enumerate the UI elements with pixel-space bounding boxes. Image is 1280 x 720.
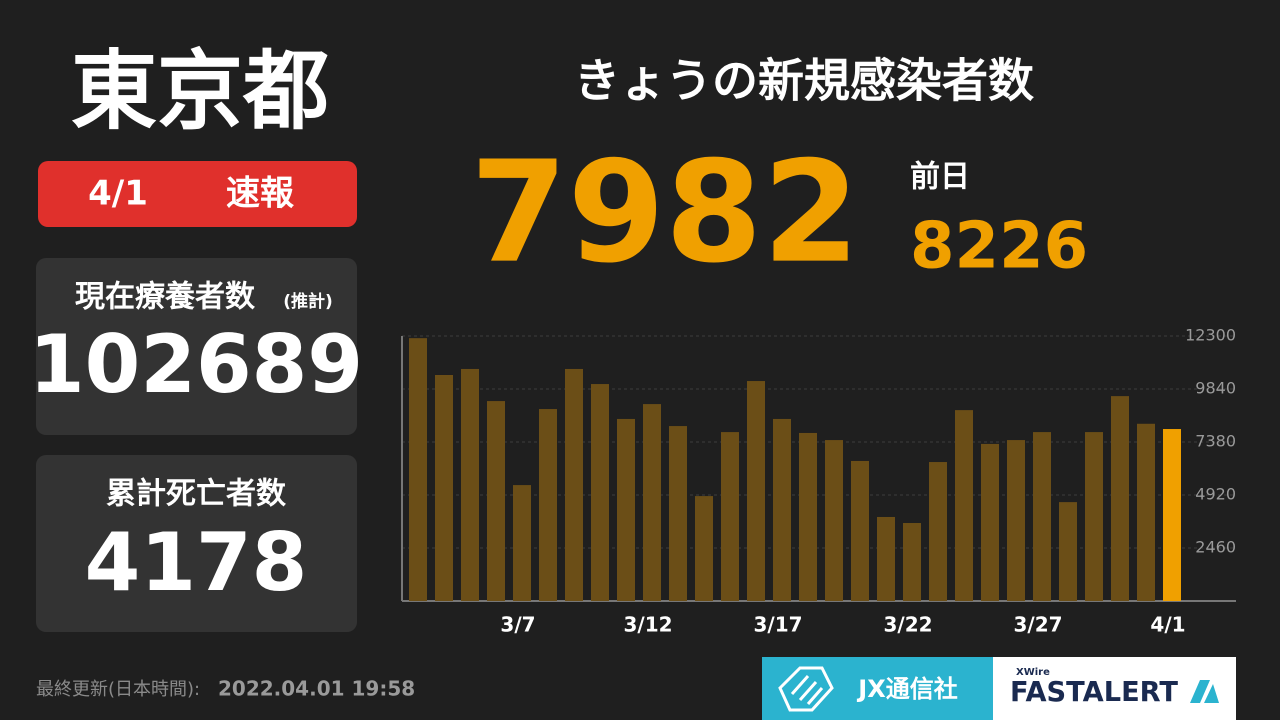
bar [773, 418, 791, 601]
bar [461, 368, 479, 601]
y-tick-label: 7380 [1195, 432, 1236, 451]
x-tick-label: 3/27 [1013, 613, 1062, 637]
fastalert-logo [993, 657, 1236, 720]
bar [721, 432, 739, 601]
bar [929, 462, 947, 601]
bar [747, 381, 765, 601]
today-value: 7982 [470, 132, 860, 295]
bar [513, 485, 531, 601]
bar [539, 409, 557, 601]
region: 東京都 [71, 41, 329, 141]
prev-label: 前日 [910, 160, 970, 195]
x-tick-label: 3/17 [753, 613, 802, 637]
bar [955, 410, 973, 601]
bar [851, 460, 869, 601]
badge-date: 4/1 [88, 174, 148, 214]
bar [695, 496, 713, 601]
bar [825, 440, 843, 601]
panel-label: 累計死亡者数 [106, 477, 287, 512]
y-tick-label: 4920 [1195, 485, 1236, 504]
bar [435, 374, 453, 601]
bar [877, 516, 895, 601]
chart: 2460 4920 7380 9840 12300 3/7 3/12 3/17 3/22 3/27… [401, 326, 1236, 637]
bar [487, 401, 505, 601]
bar [981, 443, 999, 601]
badge-label: 速報 [226, 174, 294, 214]
bar [669, 426, 687, 601]
updated-time: 2022.04.01 19:58 [218, 677, 415, 701]
bar [617, 418, 635, 601]
jx-name: JX通信社 [856, 675, 957, 703]
xwire: XWire [1016, 667, 1050, 678]
headline-title: きょうの新規感染者数 [574, 54, 1034, 108]
y-tick-label: 12300 [1185, 326, 1236, 345]
bar [1163, 429, 1181, 601]
panel-value: 4178 [85, 516, 308, 609]
updated-label: 最終更新(日本時間): [36, 679, 200, 700]
bar [1007, 440, 1025, 601]
y-tick-label: 2460 [1195, 538, 1236, 557]
prev-value: 8226 [910, 210, 1088, 284]
jx-icon [778, 666, 834, 712]
bar [409, 338, 427, 601]
bar [1085, 432, 1103, 601]
x-tick-label: 3/22 [883, 613, 932, 637]
y-tick-label: 9840 [1195, 379, 1236, 398]
badge [38, 161, 357, 227]
bar [903, 523, 921, 601]
panel-value: 102689 [29, 318, 363, 411]
panel [36, 258, 357, 435]
bar [1033, 432, 1051, 601]
fastalert: FASTALERT [1010, 675, 1178, 708]
bar [799, 432, 817, 601]
bar [1111, 396, 1129, 601]
bar [591, 384, 609, 601]
fastalert-icon [1190, 680, 1219, 703]
bar [565, 368, 583, 601]
bar [643, 404, 661, 601]
bar [1137, 423, 1155, 601]
panel-label: 現在療養者数 [75, 280, 256, 315]
panel [36, 455, 357, 632]
x-tick-label: 3/12 [623, 613, 672, 637]
x-tick-label: 4/1 [1150, 613, 1185, 637]
panel-note: (推計) [283, 291, 333, 312]
bar [1059, 502, 1077, 601]
x-tick-label: 3/7 [500, 613, 535, 637]
